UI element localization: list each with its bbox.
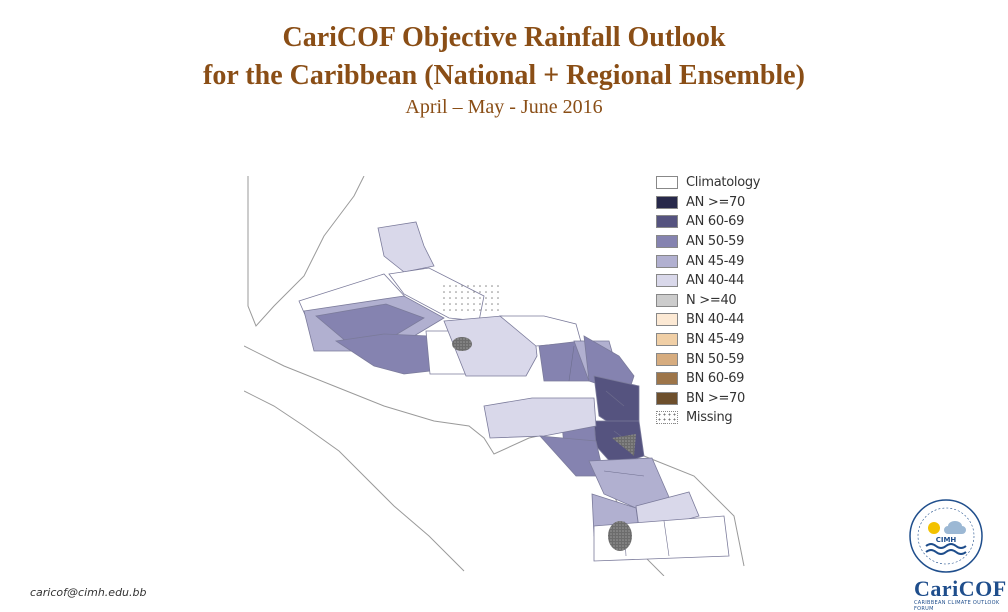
legend-swatch [656,352,678,366]
footer-email[interactable]: caricof@cimh.edu.bb [30,586,147,599]
legend-item: Climatology [656,173,761,193]
legend-item: BN 45-49 [656,330,760,350]
map-legend: Climatology AN >=70 AN 60-69 AN 50-59 AN 45-… [656,173,761,428]
legend-swatch [656,254,678,268]
title-line-2: for the Caribbean (National + Regional E… [203,60,805,91]
legend-label: AN 60-69 [686,214,745,230]
legend-item: N >=40 [656,291,760,311]
caricof-logo-text: CariCOF [914,576,1007,601]
legend-item: BN 60-69 [656,369,760,389]
legend-label: BN >=70 [686,390,746,406]
cimh-logo: CIMH [909,499,983,573]
legend-swatch [656,372,678,386]
legend-label: AN 50-59 [686,234,745,250]
legend-swatch [656,235,678,249]
subtitle: April – May - June 2016 [405,96,603,118]
legend-item: BN >=70 [656,389,760,409]
legend-swatch [656,176,678,190]
near-normal-region-haiti [452,337,472,351]
legend-swatch [656,274,678,288]
legend-swatch [656,411,678,425]
legend-item: Missing [656,408,760,428]
legend-label: BN 60-69 [686,371,745,387]
legend-item: AN 40-44 [656,271,760,291]
caricof-logo-tagline: CARIBBEAN CLIMATE OUTLOOK FORUM [914,600,1000,612]
legend-label: AN 45-49 [686,253,745,269]
legend-label: BN 50-59 [686,351,745,367]
legend-swatch [656,313,678,327]
logo-badge: CIMH [936,536,957,544]
legend-label: N >=40 [686,292,737,308]
legend-label: AN >=70 [686,194,745,210]
legend-label: BN 45-49 [686,332,745,348]
missing-region-patch [439,281,499,311]
legend-item: AN >=70 [656,193,760,213]
legend-item: BN 50-59 [656,349,760,369]
legend-item: AN 50-59 [656,232,760,252]
title-line-1: CariCOF Objective Rainfall Outlook [282,22,726,53]
legend-label: BN 40-44 [686,312,745,328]
outlook-regions [298,221,730,562]
legend-label: Missing [686,410,733,426]
near-normal-region-guyana [608,521,632,551]
legend-item: AN 60-69 [656,212,760,232]
legend-swatch [656,293,678,307]
near-normal-region-trinidad [612,434,636,456]
legend-label: Climatology [686,175,761,191]
legend-item: BN 40-44 [656,310,760,330]
legend-swatch [656,195,678,209]
legend-label: AN 40-44 [686,273,745,289]
legend-swatch [656,391,678,405]
legend-item: AN 45-49 [656,251,760,271]
legend-swatch [656,215,678,229]
legend-swatch [656,333,678,347]
